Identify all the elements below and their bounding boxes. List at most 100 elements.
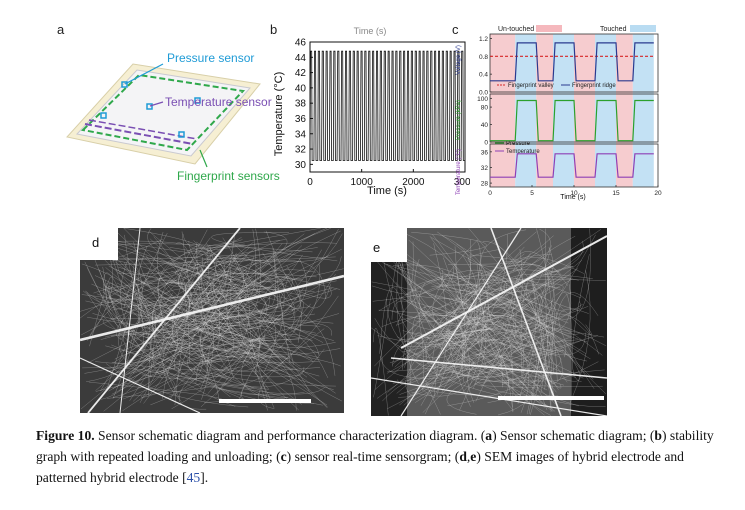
nanowire <box>100 271 205 400</box>
nanowire <box>472 247 554 294</box>
nanowire <box>411 232 487 256</box>
nanowire <box>147 228 310 298</box>
legend-untouched-swatch <box>536 25 562 32</box>
x-tick-label: 15 <box>612 190 620 197</box>
caption-text-5: ) SEM images of hybrid electrode and pat… <box>36 449 684 485</box>
nanowire <box>402 267 489 342</box>
y-tick-label: 0.4 <box>479 72 488 79</box>
temperature-pointer <box>149 101 164 107</box>
y-tick-label: 36 <box>481 149 489 156</box>
caption-text-4: ) sensor real-time sensorgram; ( <box>286 449 460 464</box>
nanowire <box>439 307 529 367</box>
nanowire <box>466 292 552 354</box>
x-tick-label: 0 <box>307 177 313 188</box>
nanowire <box>399 318 533 340</box>
nanowire <box>401 239 436 399</box>
nanowire <box>395 284 554 327</box>
x-tick-label: 0 <box>488 190 492 197</box>
pressure-node-5 <box>178 131 185 138</box>
nanowire <box>394 244 512 378</box>
nanowire <box>92 239 297 301</box>
nanowire <box>104 282 194 375</box>
nanowire <box>151 369 325 395</box>
chart-b-top-text: Time (s) <box>354 26 387 36</box>
nanowire <box>146 321 332 338</box>
chart-c-ylabel-3: Temperature (°C) <box>456 149 462 195</box>
nanowire <box>436 288 587 354</box>
nanowire <box>515 234 596 340</box>
subplot-frame <box>489 33 659 93</box>
y-tick-label: 44 <box>295 53 307 64</box>
nanowire <box>549 361 599 382</box>
nanowire <box>233 258 251 292</box>
microfiber <box>390 357 607 379</box>
legend-touched-swatch <box>630 25 656 32</box>
nanowire <box>195 228 321 253</box>
nanowire <box>470 281 581 335</box>
figure-caption: Figure 10. Sensor schematic diagram and … <box>36 425 716 488</box>
nanowire <box>372 259 443 302</box>
nanowire <box>214 304 291 359</box>
nanowire <box>103 272 119 294</box>
pressure-node-2 <box>146 103 153 110</box>
nanowire <box>438 299 557 345</box>
nanowire <box>374 318 500 396</box>
y-tick-label: 32 <box>295 145 307 156</box>
legend-touched: Touched <box>600 26 627 33</box>
nanowire <box>184 228 339 390</box>
nanowire <box>129 255 234 401</box>
citation-link[interactable]: 45 <box>186 470 201 485</box>
nanowire <box>406 258 551 389</box>
y-tick-label: 34 <box>295 129 307 140</box>
nanowire <box>116 282 284 365</box>
panel-e-label-box: e <box>371 228 407 262</box>
nanowire <box>153 345 286 399</box>
nanowire <box>120 342 228 378</box>
nanowire <box>112 290 178 398</box>
nanowire <box>115 293 192 380</box>
nanowire <box>108 265 233 331</box>
nanowire <box>169 257 302 343</box>
nanowire <box>97 250 321 327</box>
fingerprint-pointer <box>199 149 208 168</box>
nanowire <box>212 273 341 378</box>
stability-chart: Time (s) Temperature (°C) Time (s) 30 32 3… <box>273 26 470 197</box>
nanowire <box>386 317 500 375</box>
nanowire <box>100 243 313 253</box>
nanowire <box>122 363 181 400</box>
series-pressure <box>490 99 654 142</box>
nanowire <box>111 340 181 371</box>
panel-d-label: d <box>92 235 100 250</box>
caption-text-1: Sensor schematic diagram and performance… <box>94 428 486 443</box>
nanowire <box>425 380 441 415</box>
caption-ref-a: a <box>485 428 493 443</box>
nanowire <box>502 249 523 308</box>
y-tick-label: 30 <box>295 160 307 171</box>
nanowire <box>198 254 227 322</box>
panel-c: c Un-touched Touched Voltage (V) Pressur… <box>448 22 668 202</box>
pressure-node-4 <box>100 112 107 119</box>
nanowire <box>167 263 190 363</box>
nanowire <box>379 287 405 354</box>
y-tick-label: 80 <box>481 105 489 112</box>
y-tick-label: 100 <box>477 96 488 103</box>
nanowire <box>80 243 244 319</box>
nanowire <box>106 373 232 399</box>
nanowire <box>432 231 537 380</box>
nanowire <box>256 231 288 267</box>
microfiber <box>119 228 141 413</box>
scale-bar-e <box>498 396 604 400</box>
state-band-touched <box>515 34 537 187</box>
nanowire <box>538 281 587 362</box>
nanowire <box>550 292 599 412</box>
caption-ref-b: b <box>654 428 662 443</box>
nanowire <box>89 276 112 347</box>
nanowire <box>505 228 591 320</box>
nanowire <box>495 276 567 308</box>
nanowire <box>89 234 241 290</box>
pressure-pointer <box>124 63 164 85</box>
nanowire <box>178 250 234 289</box>
nanowire <box>251 333 341 356</box>
nanowire <box>205 240 303 280</box>
x-tick-label: 10 <box>570 190 578 197</box>
